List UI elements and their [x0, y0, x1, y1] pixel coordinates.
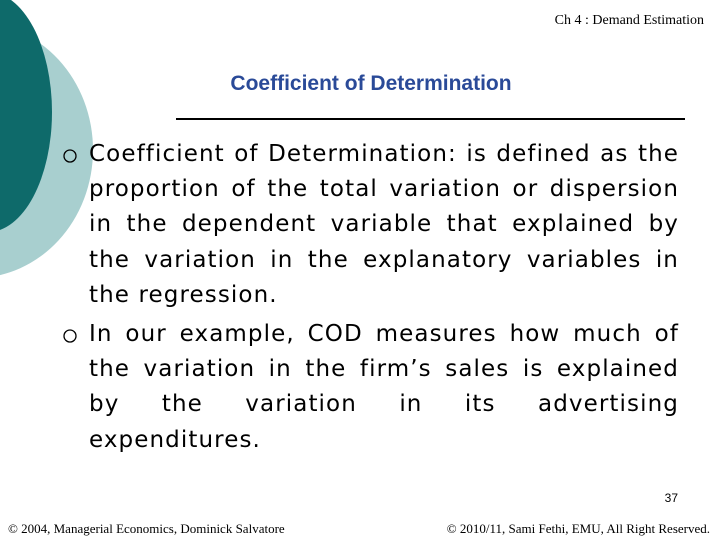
footer-left: © 2004, Managerial Economics, Dominick S…: [8, 521, 285, 536]
footer-right: © 2010/11, Sami Fethi, EMU, All Right Re…: [446, 521, 710, 536]
bullet-icon: [63, 149, 77, 163]
slide-title: Coefficient of Determination: [230, 72, 512, 95]
bullet-text: In our example, COD measures how much of…: [89, 321, 679, 453]
dark-circle: [0, 0, 52, 230]
chapter-label: Ch 4 : Demand Estimation: [554, 13, 704, 28]
bullet-icon: [63, 329, 77, 343]
title-rule: [176, 118, 685, 120]
bullet-text: Coefficient of Determination: is defined…: [89, 141, 679, 308]
page-number: 37: [664, 491, 678, 505]
